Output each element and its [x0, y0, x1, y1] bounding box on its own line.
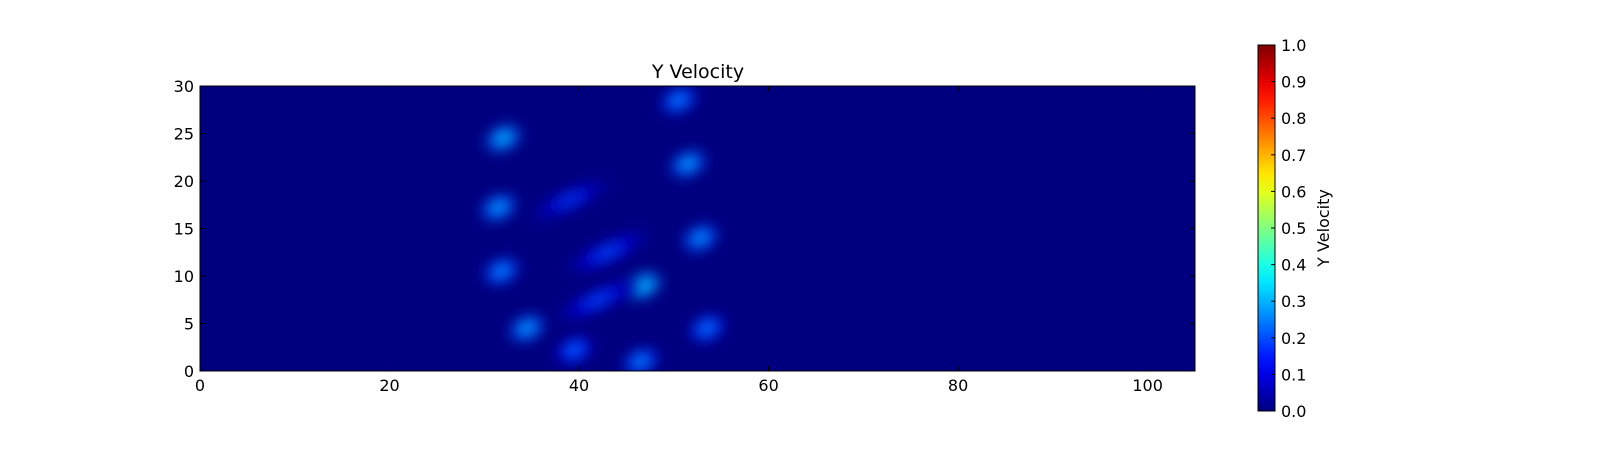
velocity-blob [476, 251, 527, 291]
colorbar-tick-label: 1.0 [1281, 36, 1306, 55]
velocity-blob [653, 86, 704, 120]
velocity-blob [547, 272, 649, 328]
velocity-blob [682, 308, 732, 348]
velocity-blob [615, 341, 666, 371]
x-tick-label: 100 [1132, 376, 1163, 395]
velocity-blob [478, 118, 528, 158]
y-axis: 0 5 10 15 20 25 30 [174, 77, 1195, 381]
velocity-blob [519, 172, 620, 228]
colorbar-tick-label: 0.2 [1281, 329, 1306, 348]
colorbar-tick-label: 0.3 [1281, 292, 1306, 311]
x-axis: 0 20 40 60 80 100 [195, 86, 1163, 395]
velocity-blob [549, 330, 600, 370]
colorbar-tick-label: 0.6 [1281, 182, 1306, 201]
y-tick-label: 20 [174, 172, 194, 191]
colorbar-tick-label: 0.1 [1281, 365, 1306, 384]
y-tick-label: 15 [174, 220, 194, 239]
x-tick-label: 0 [195, 376, 205, 395]
y-tick-label: 5 [184, 315, 194, 334]
x-tick-label: 60 [758, 376, 778, 395]
colorbar-tick-label: 0.0 [1281, 402, 1306, 421]
y-tick-label: 0 [184, 362, 194, 381]
velocity-blob [663, 144, 713, 184]
x-tick-label: 40 [569, 376, 589, 395]
y-tick-label: 25 [174, 125, 194, 144]
y-tick-label: 10 [174, 267, 194, 286]
y-tick-label: 30 [174, 77, 194, 96]
colorbar: 0.0 0.1 0.2 0.3 0.4 0.5 0.6 0.7 0.8 0.9 1.0 Y Veloc… [1257, 36, 1333, 421]
colorbar-label: Y Velocity [1314, 189, 1333, 268]
velocity-blob [473, 187, 524, 228]
chart-title: Y Velocity [651, 61, 744, 83]
colorbar-tick-label: 0.9 [1281, 73, 1306, 92]
colorbar-tick-label: 0.4 [1281, 256, 1306, 275]
velocity-blob [557, 224, 658, 280]
colorbar-tick-label: 0.8 [1281, 109, 1306, 128]
velocity-blob [675, 218, 726, 258]
plot-area [199, 85, 1196, 372]
x-tick-label: 20 [379, 376, 399, 395]
velocity-blob [502, 308, 552, 348]
x-tick-label: 80 [948, 376, 968, 395]
colorbar-tick-label: 0.5 [1281, 219, 1306, 238]
colorbar-tick-label: 0.7 [1281, 146, 1306, 165]
